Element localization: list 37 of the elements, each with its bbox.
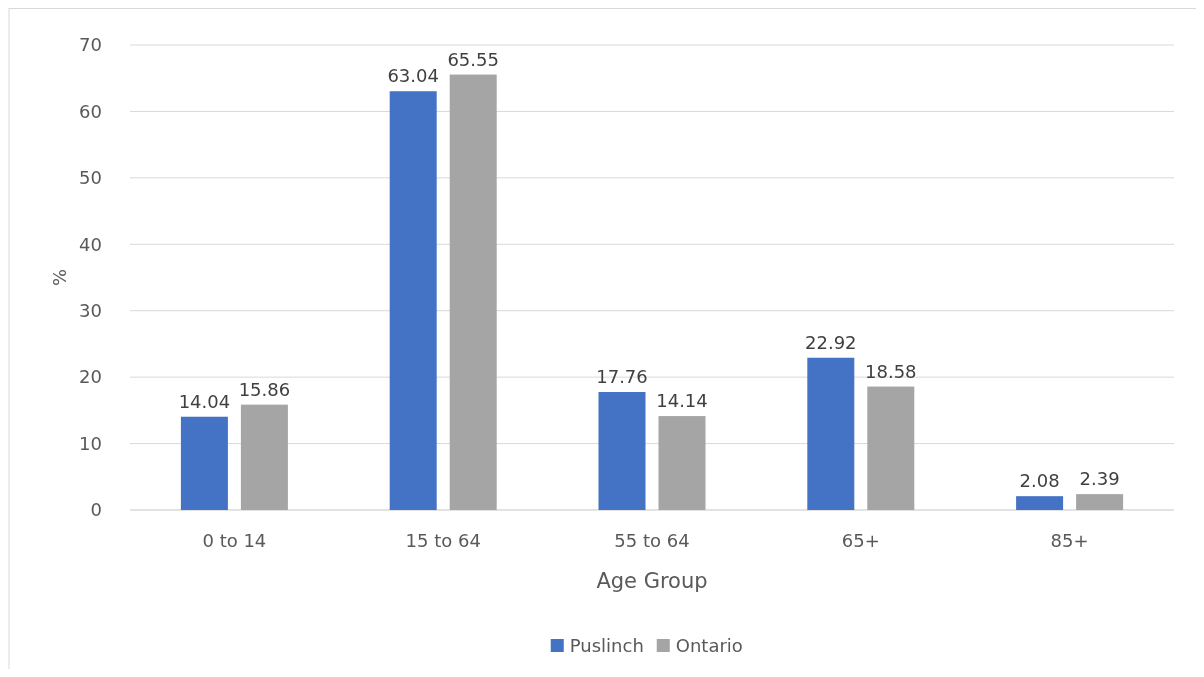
- y-tick-label: 10: [79, 432, 102, 454]
- bar: [658, 416, 706, 510]
- x-tick-label: 0 to 14: [202, 530, 267, 552]
- bar: [598, 392, 646, 510]
- bar: [449, 74, 497, 510]
- y-tick-label: 70: [79, 34, 102, 56]
- bar: [180, 416, 228, 510]
- y-tick-label: 0: [90, 499, 102, 521]
- x-tick-label: 65+: [841, 530, 880, 552]
- legend-label: Puslinch: [569, 635, 644, 657]
- bar: [867, 386, 915, 510]
- data-label: 65.55: [447, 48, 499, 70]
- y-tick-label: 60: [79, 100, 102, 122]
- bar: [807, 357, 855, 510]
- x-tick-label: 85+: [1050, 530, 1089, 552]
- y-tick-label: 40: [79, 233, 102, 255]
- x-axis-title: Age Group: [596, 569, 708, 594]
- data-label: 14.04: [178, 390, 231, 412]
- y-tick-label: 20: [79, 366, 102, 388]
- data-label: 15.86: [238, 378, 291, 400]
- y-tick-label: 50: [79, 167, 102, 189]
- data-label: 17.76: [596, 366, 648, 388]
- legend-label: Ontario: [675, 635, 743, 657]
- bar: [240, 404, 288, 510]
- bar: [389, 91, 437, 510]
- data-label: 2.39: [1079, 468, 1120, 490]
- data-label: 2.08: [1019, 470, 1060, 492]
- bar: [1016, 496, 1064, 510]
- data-label: 63.04: [387, 65, 439, 87]
- x-tick-label: 15 to 64: [405, 530, 481, 552]
- data-label: 18.58: [865, 360, 917, 382]
- x-tick-label: 55 to 64: [614, 530, 690, 552]
- bar: [1076, 494, 1124, 510]
- data-label: 22.92: [805, 331, 857, 353]
- y-axis-title: %: [49, 268, 71, 287]
- data-label: 14.14: [656, 390, 708, 412]
- y-tick-label: 30: [79, 300, 102, 322]
